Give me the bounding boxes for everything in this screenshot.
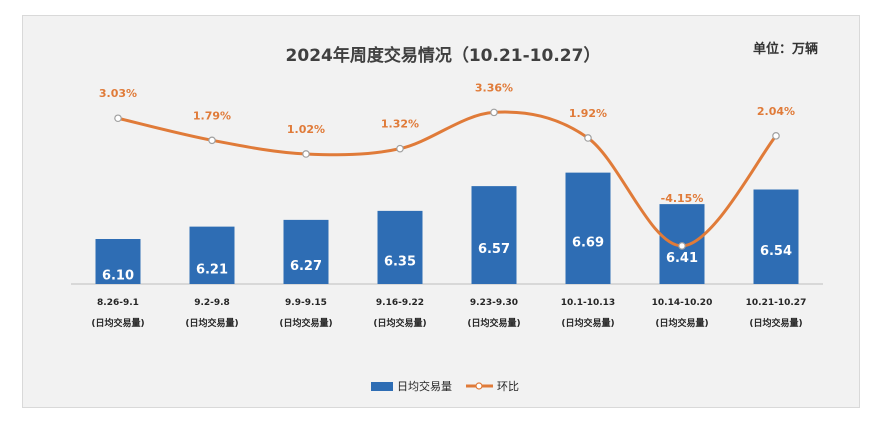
line-point <box>490 108 498 117</box>
bar <box>95 239 141 284</box>
unit-label: 单位：万辆 <box>753 41 818 57</box>
bar <box>283 219 329 284</box>
bar-value-label: 6.21 <box>196 262 228 277</box>
x-tick-label: 8.26-9.1 <box>97 298 139 308</box>
chart-svg: 2024年周度交易情况（10.21-10.27） 单位：万辆 6.10 6.21 6… <box>71 41 823 393</box>
line-value-label: 1.92% <box>569 107 607 120</box>
line-point <box>302 150 310 158</box>
bar-series: 6.10 6.21 6.27 6.35 6.57 6.69 6.41 6.54 <box>95 172 799 284</box>
chart-frame: 2024年周度交易情况（10.21-10.27） 单位：万辆 6.10 6.21 6… <box>22 15 860 408</box>
bar-value-label: 6.54 <box>760 244 792 259</box>
line-point <box>678 242 686 250</box>
legend-line-marker <box>475 382 483 390</box>
line-value-label: 2.04% <box>757 105 795 118</box>
line-point <box>772 132 780 140</box>
x-tick-sublabel: (日均交易量) <box>467 317 520 329</box>
x-tick-sublabel: (日均交易量) <box>655 317 708 329</box>
bar <box>189 226 235 284</box>
x-tick-label: 9.2-9.8 <box>194 298 230 308</box>
legend-bar-swatch <box>371 382 393 391</box>
x-axis-labels: 8.26-9.1 (日均交易量) 9.2-9.8 (日均交易量) 9.9-9.15 (日均… <box>91 298 806 329</box>
x-tick-sublabel: (日均交易量) <box>279 317 332 329</box>
x-tick-sublabel: (日均交易量) <box>91 317 144 329</box>
bar <box>471 186 517 284</box>
x-tick-label: 10.1-10.13 <box>561 298 615 308</box>
line-value-label: 3.03% <box>99 87 137 100</box>
line-point <box>114 114 122 123</box>
legend: 日均交易量 环比 <box>371 379 519 393</box>
line-value-label: 3.36% <box>475 81 513 94</box>
x-tick-sublabel: (日均交易量) <box>373 317 426 329</box>
x-tick-sublabel: (日均交易量) <box>749 317 802 329</box>
x-tick-label: 9.23-9.30 <box>470 298 518 308</box>
bar-value-label: 6.35 <box>384 254 416 269</box>
line-value-label: -4.15% <box>661 192 704 205</box>
line-value-label: 1.79% <box>193 109 231 122</box>
x-tick-label: 10.14-10.20 <box>652 298 713 308</box>
x-tick-sublabel: (日均交易量) <box>561 317 614 329</box>
x-tick-label: 9.9-9.15 <box>285 298 327 308</box>
x-tick-label: 9.16-9.22 <box>376 298 424 308</box>
x-tick-label: 10.21-10.27 <box>746 298 807 308</box>
line-point <box>396 144 404 153</box>
bar <box>565 172 611 284</box>
line-value-label: 1.02% <box>287 123 325 136</box>
bar-value-label: 6.41 <box>666 251 698 266</box>
legend-bar-label: 日均交易量 <box>397 379 452 393</box>
chart-title: 2024年周度交易情况（10.21-10.27） <box>286 45 601 66</box>
line-point <box>584 134 592 142</box>
line-value-label: 1.32% <box>381 118 419 131</box>
bar-value-label: 6.10 <box>102 269 134 284</box>
line-series: 3.03% 1.79% 1.02% 1.32% 3.36% 1.92% -4.15% 2.04… <box>99 81 795 250</box>
bar-value-label: 6.27 <box>290 259 322 274</box>
bar-value-label: 6.69 <box>572 235 604 250</box>
x-tick-sublabel: (日均交易量) <box>185 317 238 329</box>
legend-line-label: 环比 <box>497 380 519 393</box>
bar <box>753 189 799 284</box>
bar <box>377 210 423 284</box>
line-point <box>208 136 216 145</box>
bar-value-label: 6.57 <box>478 242 510 257</box>
